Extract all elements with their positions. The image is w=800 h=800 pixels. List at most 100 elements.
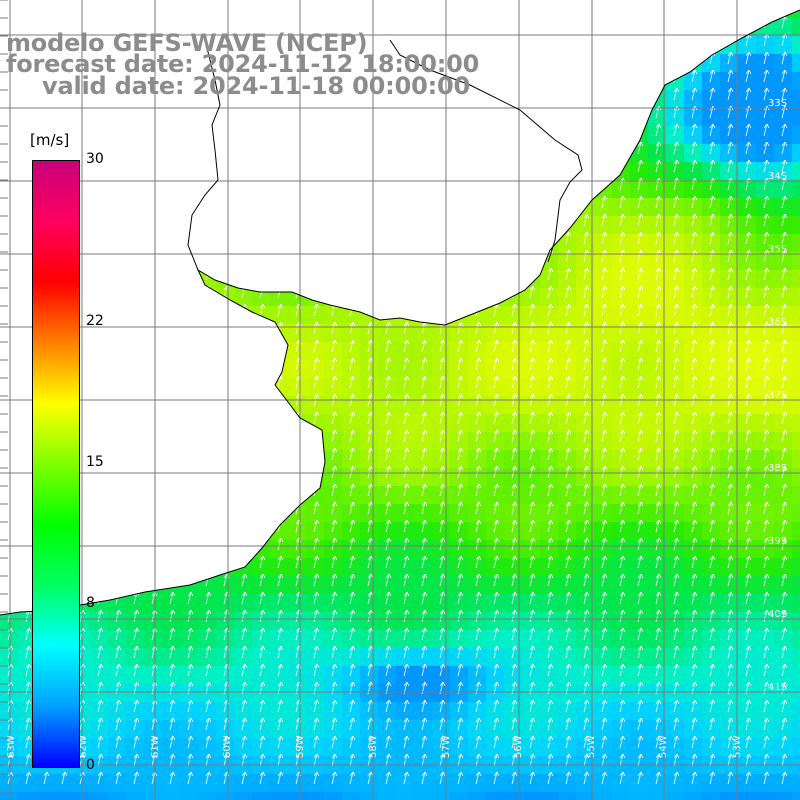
wind-speed-cell <box>756 252 775 271</box>
wind-arrow <box>655 357 662 371</box>
wind-arrow <box>745 609 752 623</box>
wind-arrow <box>421 501 428 515</box>
wind-speed-cell <box>342 396 361 415</box>
wind-arrow <box>565 753 572 767</box>
wind-speed-cell <box>702 720 721 739</box>
wind-speed-cell <box>378 774 397 793</box>
wind-arrow <box>691 267 698 281</box>
wind-arrow <box>655 501 662 515</box>
wind-speed-cell <box>396 594 415 613</box>
wind-arrow <box>619 231 626 245</box>
wind-speed-cell <box>648 342 667 361</box>
wind-arrow <box>781 699 788 713</box>
wind-arrow <box>763 357 770 371</box>
wind-speed-cell <box>612 342 631 361</box>
wind-speed-cell <box>504 468 523 487</box>
wind-speed-cell <box>288 792 307 800</box>
wind-arrow <box>583 771 590 785</box>
wind-speed-cell <box>756 522 775 541</box>
wind-speed-cell <box>306 342 325 361</box>
wind-speed-cell <box>648 738 667 757</box>
wind-speed-cell <box>414 594 433 613</box>
wind-arrow <box>601 735 608 749</box>
wind-speed-cell <box>558 792 577 800</box>
wind-arrow <box>709 555 716 569</box>
wind-speed-cell <box>162 648 181 667</box>
wind-speed-cell <box>684 396 703 415</box>
wind-speed-cell <box>342 738 361 757</box>
wind-arrow <box>439 627 446 641</box>
wind-arrow <box>187 771 194 785</box>
wind-speed-cell <box>702 198 721 217</box>
wind-speed-cell <box>684 576 703 595</box>
wind-arrow <box>637 609 644 623</box>
wind-speed-cell <box>576 738 595 757</box>
wind-arrow <box>313 717 320 731</box>
wind-speed-cell <box>198 792 217 800</box>
wind-arrow <box>655 285 662 299</box>
wind-arrow <box>43 771 50 785</box>
wind-speed-cell <box>360 504 379 523</box>
wind-arrow <box>187 699 194 713</box>
wind-speed-cell <box>504 594 523 613</box>
wind-arrow <box>691 519 698 533</box>
wind-arrow <box>781 231 788 245</box>
wind-speed-cell <box>432 360 451 379</box>
wind-speed-cell <box>126 612 145 631</box>
wind-arrow <box>475 645 482 659</box>
wind-speed-cell <box>504 360 523 379</box>
wind-speed-cell <box>0 648 19 667</box>
wind-arrow <box>763 375 770 389</box>
wind-speed-cell <box>720 198 739 217</box>
wind-arrow <box>277 771 284 785</box>
wind-arrow <box>601 285 608 299</box>
wind-speed-cell <box>324 504 343 523</box>
wind-arrow <box>583 465 590 479</box>
wind-speed-cell <box>450 774 469 793</box>
wind-arrow <box>493 753 500 767</box>
wind-speed-cell <box>630 486 649 505</box>
wind-speed-cell <box>684 378 703 397</box>
wind-speed-cell <box>360 576 379 595</box>
wind-speed-cell <box>576 612 595 631</box>
wind-speed-cell <box>594 720 613 739</box>
wind-speed-cell <box>576 702 595 721</box>
wind-arrow <box>709 231 716 245</box>
wind-arrow <box>601 339 608 353</box>
wind-arrow <box>565 735 572 749</box>
wind-arrow <box>691 501 698 515</box>
wind-arrow <box>385 627 392 641</box>
wind-speed-cell <box>216 630 235 649</box>
colorbar-unit-label: [m/s] <box>30 131 70 149</box>
wind-speed-cell <box>684 684 703 703</box>
wind-arrow <box>763 303 770 317</box>
wind-arrow <box>709 591 716 605</box>
wind-arrow <box>763 321 770 335</box>
wind-speed-cell <box>558 450 577 469</box>
wind-speed-cell <box>684 774 703 793</box>
wind-speed-cell <box>774 720 793 739</box>
wind-speed-cell <box>342 792 361 800</box>
wind-speed-cell <box>558 270 577 289</box>
wind-arrow <box>97 771 104 785</box>
wind-arrow <box>673 429 680 443</box>
title-forecast-date: forecast date: 2024-11-12 18:00:00 <box>6 50 480 78</box>
wind-speed-cell <box>558 558 577 577</box>
wind-speed-cell <box>198 648 217 667</box>
wind-arrow <box>115 645 122 659</box>
wind-speed-cell <box>288 540 307 559</box>
wind-arrow <box>403 573 410 587</box>
wind-arrow <box>763 627 770 641</box>
wind-speed-cell <box>306 720 325 739</box>
wind-arrow <box>403 465 410 479</box>
wind-speed-cell <box>378 522 397 541</box>
wind-speed-cell <box>324 342 343 361</box>
wind-arrow <box>781 771 788 785</box>
colorbar-tick-label: 8 <box>86 595 95 612</box>
wind-arrow <box>619 645 626 659</box>
wind-arrow <box>619 375 626 389</box>
wind-arrow <box>475 717 482 731</box>
wind-speed-cell <box>666 540 685 559</box>
wind-arrow <box>619 357 626 371</box>
